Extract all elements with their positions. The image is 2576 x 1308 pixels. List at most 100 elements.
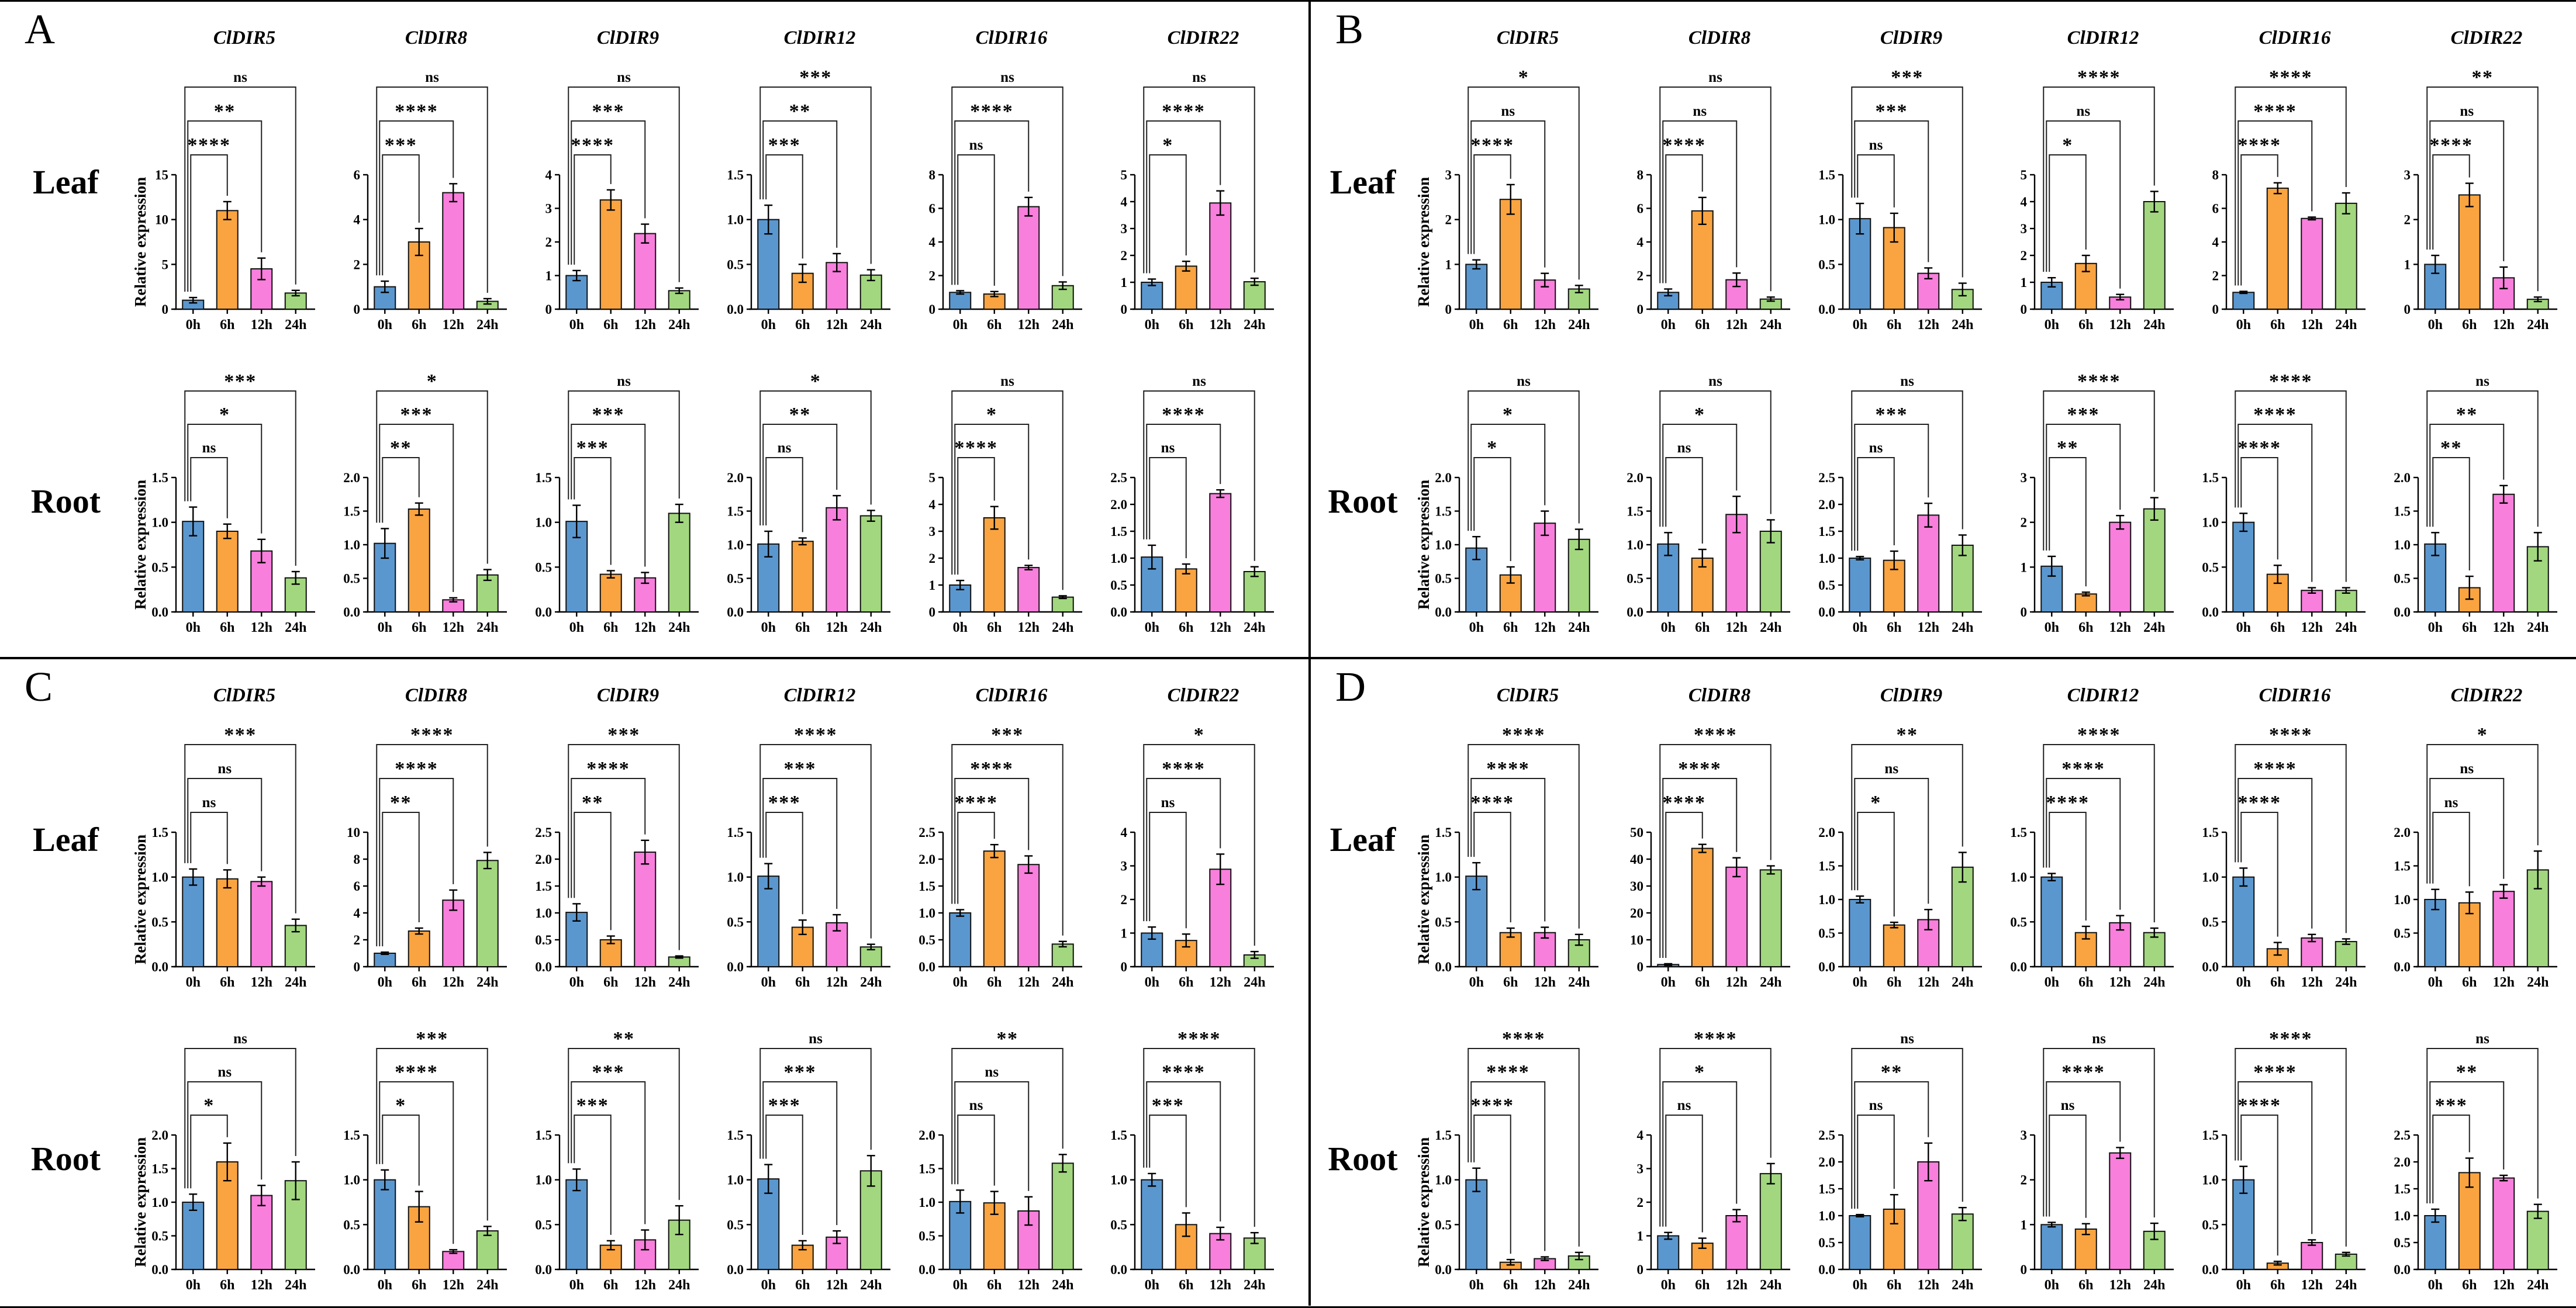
svg-text:1.0: 1.0 [1818,892,1835,907]
svg-text:0.0: 0.0 [535,960,552,974]
sig-label-0h-24h: **** [2077,371,2121,392]
panel-letter-D: D [1335,663,1366,710]
sig-label-0h-24h: **** [1694,724,1737,746]
x-tick-labels: 0h 6h 12h 24h [1145,612,1265,635]
x-tick-labels: 0h 6h 12h 24h [1145,1269,1265,1293]
svg-text:24h: 24h [1760,317,1781,333]
error-bar-12h [1924,909,1933,930]
svg-text:24h: 24h [860,1278,882,1293]
svg-text:0.0: 0.0 [1818,302,1835,317]
y-tick-labels: 0 2 4 6 8 10 [347,825,368,974]
svg-text:6h: 6h [1503,317,1518,333]
error-bar-12h [449,889,458,911]
error-bar-0h [572,504,581,538]
svg-text:4: 4 [2021,195,2028,209]
error-bar-6h [798,1240,807,1251]
bars [565,503,690,613]
y-tick-labels: 0.0 0.5 1.0 1.5 [727,825,751,974]
svg-text:1: 1 [2404,257,2411,272]
bars [182,506,307,613]
error-bar-6h [2465,575,2474,600]
error-bar-24h [1058,1154,1067,1173]
svg-text:1: 1 [2021,275,2028,290]
sig-label-0h-24h: * [810,371,821,392]
svg-text:0.5: 0.5 [151,915,168,929]
sig-label-0h-24h: *** [224,371,257,392]
svg-text:1.5: 1.5 [1435,825,1452,840]
svg-text:0: 0 [2021,302,2028,317]
bar-6h [216,531,239,613]
svg-text:2.0: 2.0 [1818,497,1835,512]
svg-text:6h: 6h [220,317,234,333]
bars [1141,1172,1266,1271]
significance-brackets: ns ns ** [951,1028,1063,1191]
bars [757,494,882,613]
bar-12h [1017,567,1040,613]
svg-text:10: 10 [347,825,360,840]
bar-12h [250,881,273,968]
bars [1141,853,1266,967]
error-bar-6h [1506,184,1515,215]
error-bar-0h [2047,555,2056,577]
significance-brackets: **** ns* [1467,67,1580,280]
svg-text:2.0: 2.0 [343,470,360,485]
svg-text:1.5: 1.5 [727,825,744,840]
error-bar-6h [1506,566,1515,584]
significance-brackets: ns **** ns [951,70,1063,286]
bar-0h [182,876,205,967]
error-bar-6h [606,570,615,579]
svg-text:0h: 0h [953,975,968,990]
svg-text:1.5: 1.5 [151,825,168,840]
bar-12h [2301,590,2323,613]
sig-label-0h-24h: **** [2269,67,2312,88]
y-tick-labels: 0.0 0.5 1.0 1.5 [727,168,751,317]
y-axis-title: Relative expression [132,1137,149,1267]
sig-label-0h-24h: **** [1502,724,1545,746]
error-bar-24h [1574,933,1583,946]
error-bar-6h [1890,550,1898,570]
svg-text:0h: 0h [186,1278,201,1293]
svg-text:12h: 12h [443,975,464,990]
significance-brackets: ns**** [184,371,296,566]
y-tick-labels: 0.0 0.5 1.0 1.5 2.0 [343,470,368,620]
error-bar-12h [833,1230,841,1244]
svg-text:3: 3 [1121,222,1128,236]
error-bar-24h [2150,927,2159,938]
svg-text:0.5: 0.5 [918,1229,935,1244]
svg-text:3: 3 [2404,168,2411,182]
significance-brackets: *ns ** [1851,724,1963,917]
sig-label-0h-12h: * [1694,404,1705,425]
bar-12h [1017,206,1040,310]
svg-text:12h: 12h [2493,975,2515,990]
svg-text:6h: 6h [2462,317,2477,333]
svg-text:2: 2 [929,269,936,283]
svg-text:2.0: 2.0 [918,852,935,867]
y-tick-labels: 0 2 4 6 8 [1637,168,1651,317]
bar-12h [2301,1242,2323,1270]
error-bar-6h [1890,1193,1898,1224]
sig-label-0h-12h: ** [214,101,236,122]
sig-label-0h-12h: **** [970,758,1013,780]
svg-text:6h: 6h [987,975,1002,990]
svg-text:24h: 24h [2527,317,2549,333]
svg-text:0h: 0h [1469,975,1484,990]
svg-text:0.0: 0.0 [2394,605,2411,620]
svg-text:0.0: 0.0 [727,1262,744,1277]
row-C-Leaf: Leaf ClDIR5 Relative expression 0.0 0.5 1.0 1.… [0,676,1308,1003]
svg-text:0h: 0h [2236,1278,2251,1293]
y-tick-labels: 0 1 2 3 4 5 [929,470,943,620]
bars [1657,196,1782,310]
sig-label-0h-24h: **** [1177,1028,1221,1050]
svg-text:6h: 6h [1887,1278,1901,1293]
significance-brackets: **** **** **** [1467,724,1580,929]
bar-12h [826,507,848,613]
error-bar-12h [257,876,266,887]
bar-24h [2526,546,2549,613]
error-bar-6h [606,1240,615,1251]
y-tick-labels: 0.0 0.5 1.0 1.5 2.0 2.5 [1818,1128,1843,1277]
svg-text:12h: 12h [1534,317,1556,333]
error-bar-12h [1732,857,1741,878]
row-B-Root: Root Relative expression 0.0 0.5 1.0 1.5 2.0 0h… [1311,354,2574,649]
y-tick-labels: 0.0 0.5 1.0 1.5 [2202,470,2226,620]
